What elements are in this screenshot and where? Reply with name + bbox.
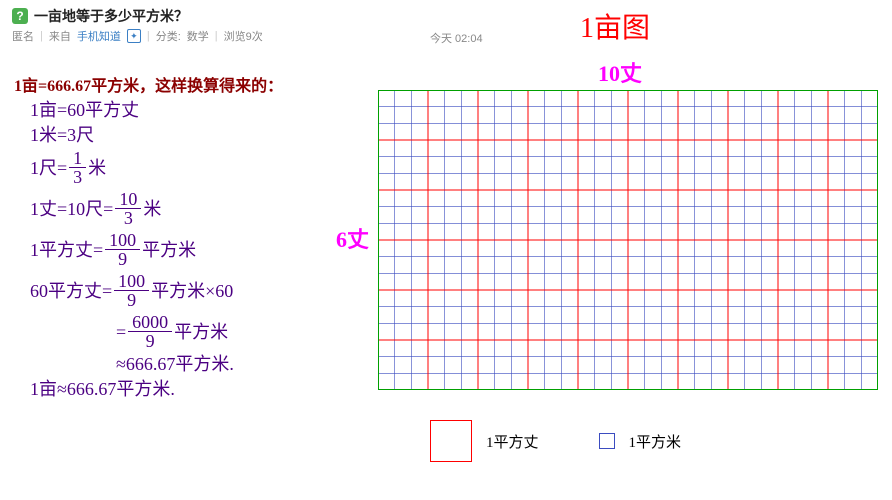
derivation: 1亩=60平方丈 1米=3尺 1尺= 13 米 1丈=10尺= 103 米 1平…: [30, 96, 234, 400]
mu-grid: [378, 90, 878, 390]
deriv-text: 1平方丈=: [30, 240, 103, 261]
meta-sep: |: [147, 30, 150, 42]
meta-sep: |: [40, 30, 43, 42]
deriv-line: 1尺= 13 米: [30, 149, 234, 186]
question-icon: ?: [12, 8, 28, 24]
deriv-text: =: [116, 322, 126, 343]
meta-category-label: 分类:: [156, 28, 181, 44]
frac-den: 9: [123, 291, 140, 309]
grid-svg: [378, 90, 878, 390]
deriv-text: 1丈=10尺=: [30, 199, 113, 220]
derivation-heading: 1亩=666.67平方米，这样换算得来的：: [14, 72, 283, 96]
deriv-line: 1亩≈666.67平方米.: [30, 379, 234, 400]
frac-num: 6000: [128, 313, 172, 332]
deriv-text: 平方米: [142, 240, 196, 261]
question-header: ? 一亩地等于多少平方米？: [12, 6, 188, 26]
meta-anon: 匿名: [12, 28, 34, 44]
deriv-line: 1米=3尺: [30, 125, 234, 146]
deriv-line: 60平方丈= 1009 平方米×60: [30, 272, 234, 309]
meta-from-prefix: 来自: [49, 28, 71, 44]
legend-box-blue: [599, 433, 615, 449]
frac-num: 1: [69, 149, 86, 168]
timestamp: 今天 02:04: [430, 30, 483, 46]
diagram-title: 1亩图: [580, 6, 650, 46]
fraction: 1009: [105, 231, 140, 268]
deriv-line: 1亩=60平方丈: [30, 100, 234, 121]
frac-den: 3: [120, 209, 137, 227]
legend-label: 1平方米: [629, 431, 682, 452]
question-title: 一亩地等于多少平方米？: [34, 6, 188, 26]
deriv-line: 1平方丈= 1009 平方米: [30, 231, 234, 268]
fraction: 13: [69, 149, 86, 186]
axis-label-top: 10丈: [598, 56, 642, 88]
frac-den: 9: [142, 332, 159, 350]
frac-den: 3: [69, 168, 86, 186]
frac-den: 9: [114, 250, 131, 268]
deriv-text: 1尺=: [30, 158, 67, 179]
deriv-line: = 60009 平方米: [116, 313, 234, 350]
fraction: 103: [115, 190, 141, 227]
frac-num: 10: [115, 190, 141, 209]
mobile-icon: ✦: [127, 29, 141, 43]
deriv-line: ≈666.67平方米.: [116, 354, 234, 375]
deriv-line: 1丈=10尺= 103 米: [30, 190, 234, 227]
meta-from-link[interactable]: 手机知道: [77, 28, 121, 44]
legend-box-red: [430, 420, 472, 462]
meta-row: 匿名 | 来自 手机知道 ✦ | 分类: 数学 | 浏览9次: [12, 28, 263, 44]
deriv-text: 60平方丈=: [30, 281, 112, 302]
axis-label-left: 6丈: [336, 222, 369, 254]
frac-num: 100: [114, 272, 149, 291]
fraction: 60009: [128, 313, 172, 350]
meta-sep: |: [215, 30, 218, 42]
deriv-text: 平方米×60: [151, 281, 233, 302]
deriv-text: 米: [88, 158, 106, 179]
deriv-text: 平方米: [174, 322, 228, 343]
fraction: 1009: [114, 272, 149, 309]
deriv-text: 米: [143, 199, 161, 220]
legend-item-zhang2: 1平方丈: [430, 420, 539, 462]
frac-num: 100: [105, 231, 140, 250]
legend-label: 1平方丈: [486, 431, 539, 452]
legend-item-m2: 1平方米: [599, 431, 682, 452]
legend: 1平方丈 1平方米: [430, 420, 681, 462]
meta-category: 数学: [187, 28, 209, 44]
meta-views: 浏览9次: [224, 28, 263, 44]
